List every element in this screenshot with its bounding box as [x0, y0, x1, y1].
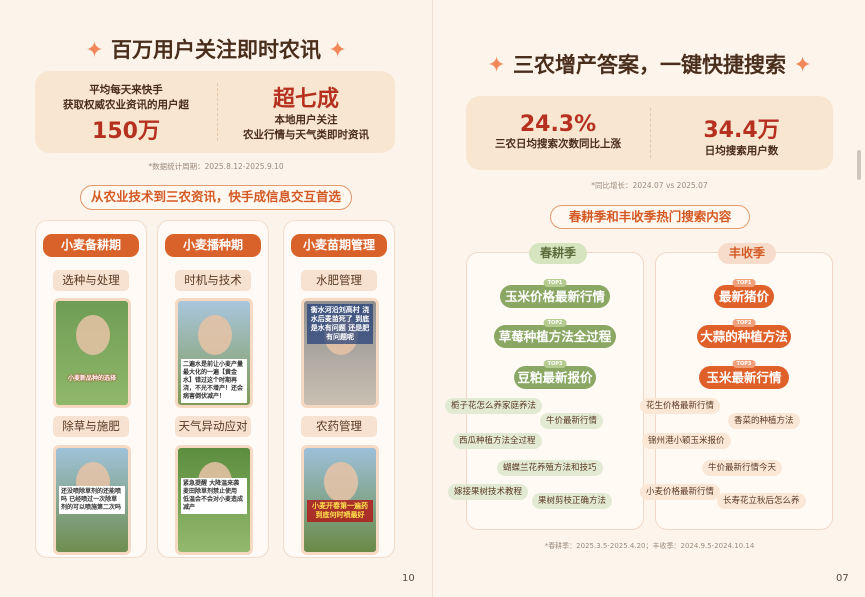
search-tag[interactable]: 小麦价格最新行情 [640, 484, 721, 500]
person-image [198, 315, 232, 355]
stats-box: 24.3% 三农日均搜索次数同比上涨 34.4万 日均搜索用户数 [466, 96, 833, 170]
search-tag[interactable]: 牛价最新行情今天 [702, 460, 783, 476]
search-tag[interactable]: 栀子花怎么养家庭养法 [445, 398, 543, 414]
video-thumbnail[interactable]: 小麦开春第一遍药 到底何时喷最好 [301, 445, 379, 555]
video-thumbnail[interactable]: 紧急提醒 大降温来袭 麦田除草剂禁止使用 低温会不会对小麦造成减产 [175, 445, 253, 555]
rank-badge: TOP3 [543, 360, 567, 368]
stats-note: *同比增长：2024.07 vs 2025.07 [591, 181, 708, 190]
search-tag[interactable]: 西瓜种植方法全过程 [453, 433, 542, 449]
person-image [76, 315, 110, 355]
page-number: 10 [402, 573, 415, 584]
top-search-item[interactable]: TOP1 玉米价格最新行情 [500, 279, 610, 308]
spring-header: 春耕季 [529, 243, 587, 264]
search-tag[interactable]: 长寿花立秋后怎么养 [717, 493, 806, 509]
stage-header: 小麦苗期管理 [291, 234, 387, 257]
stage-header: 小麦备耕期 [43, 234, 139, 257]
search-tag[interactable]: 锦州港小颖玉米报价 [642, 433, 731, 449]
search-tag[interactable]: 花生价格最新行情 [640, 398, 721, 414]
search-tag[interactable]: 嫁接果树技术教程 [448, 484, 529, 500]
stat-search-users: 34.4万 日均搜索用户数 [703, 118, 780, 157]
topic-label: 天气异动应对 [175, 416, 251, 437]
topic-label: 除草与施肥 [53, 416, 129, 437]
stats-box: 平均每天来快手 获取权威农业资讯的用户超 150万 超七成 本地用户关注 农业行… [35, 71, 395, 153]
topic-label: 选种与处理 [53, 270, 129, 291]
stat-search-growth: 24.3% 三农日均搜索次数同比上涨 [495, 112, 621, 150]
right-page: ✦ 三农增产答案，一键快捷搜索 ✦ 24.3% 三农日均搜索次数同比上涨 34.… [432, 0, 865, 597]
page-title: ✦ 百万用户关注即时农讯 ✦ [85, 38, 347, 63]
rank-badge: TOP2 [543, 319, 567, 327]
stage-header: 小麦播种期 [165, 234, 261, 257]
topic-label: 时机与技术 [175, 270, 251, 291]
page-title: ✦ 三农增产答案，一键快捷搜索 ✦ [487, 53, 812, 78]
topic-label: 水肥管理 [301, 270, 377, 291]
topic-label: 农药管理 [301, 416, 377, 437]
video-caption: 还没喷除草剂的还能喷吗 已经喷过一次除草剂的可以喷施第二次吗 [59, 486, 125, 514]
video-caption: 紧急提醒 大降温来袭 麦田除草剂禁止使用 低温会不会对小麦造成减产 [181, 478, 247, 514]
sparkle-icon: ✦ [487, 53, 506, 78]
video-thumbnail[interactable]: 还没喷除草剂的还能喷吗 已经喷过一次除草剂的可以喷施第二次吗 [53, 445, 131, 555]
rank-badge: TOP1 [543, 279, 567, 287]
top-search-item[interactable]: TOP2 草莓种植方法全过程 [494, 319, 616, 348]
top-search-item[interactable]: TOP3 豆粕最新报价 [514, 360, 596, 389]
search-tag[interactable]: 蝴蝶兰花养殖方法和技巧 [497, 460, 603, 476]
rank-badge: TOP3 [732, 360, 756, 368]
video-thumbnail[interactable]: 衡水河沿刘高村 浇水后麦苗死了 到底是水有问题 还是肥有问题呢 [301, 298, 379, 408]
section-banner: 春耕季和丰收季热门搜索内容 [550, 205, 750, 229]
top-search-item[interactable]: TOP2 大蒜的种植方法 [697, 319, 791, 348]
left-page: ✦ 百万用户关注即时农讯 ✦ 平均每天来快手 获取权威农业资讯的用户超 150万… [0, 0, 432, 597]
season-footnote: *春耕季：2025.3.5-2025.4.20；丰收季：2024.9.5-202… [544, 542, 755, 550]
harvest-header: 丰收季 [718, 243, 776, 264]
sparkle-icon: ✦ [793, 53, 812, 78]
rank-badge: TOP1 [732, 279, 756, 287]
top-search-item[interactable]: TOP3 玉米最新行情 [699, 360, 789, 389]
scrollbar-thumb[interactable] [857, 150, 861, 180]
person-image [324, 462, 358, 502]
top-search-item[interactable]: TOP1 最新猪价 [714, 279, 774, 308]
search-tag[interactable]: 果树剪枝正确方法 [532, 493, 613, 509]
stats-note: *数据统计周期：2025.8.12-2025.9.10 [148, 162, 284, 171]
video-thumbnail[interactable]: 二遍水是前让小麦产量最大化的一遍【黄金水】错过这个时期再浇，不光不增产！还会病害… [175, 298, 253, 408]
search-tag[interactable]: 香菜的种植方法 [728, 413, 800, 429]
search-tag[interactable]: 牛价最新行情 [540, 413, 604, 429]
page-number: 07 [836, 573, 849, 584]
stat-local: 超七成 本地用户关注 农业行情与天气类即时资讯 [243, 87, 369, 141]
video-caption: 二遍水是前让小麦产量最大化的一遍【黄金水】错过这个时期再浇，不光不增产！还会病害… [181, 359, 247, 403]
sparkle-icon: ✦ [328, 38, 347, 63]
rank-badge: TOP2 [732, 319, 756, 327]
section-banner: 从农业技术到三农资讯，快手成信息交互首选 [80, 185, 352, 210]
video-caption: 小麦新品种的选择 [67, 375, 116, 382]
video-caption: 衡水河沿刘高村 浇水后麦苗死了 到底是水有问题 还是肥有问题呢 [307, 304, 373, 344]
video-thumbnail[interactable]: 小麦新品种的选择 [53, 298, 131, 408]
video-caption: 小麦开春第一遍药 到底何时喷最好 [307, 500, 373, 522]
stat-users: 平均每天来快手 获取权威农业资讯的用户超 150万 [63, 84, 189, 144]
sparkle-icon: ✦ [85, 38, 104, 63]
